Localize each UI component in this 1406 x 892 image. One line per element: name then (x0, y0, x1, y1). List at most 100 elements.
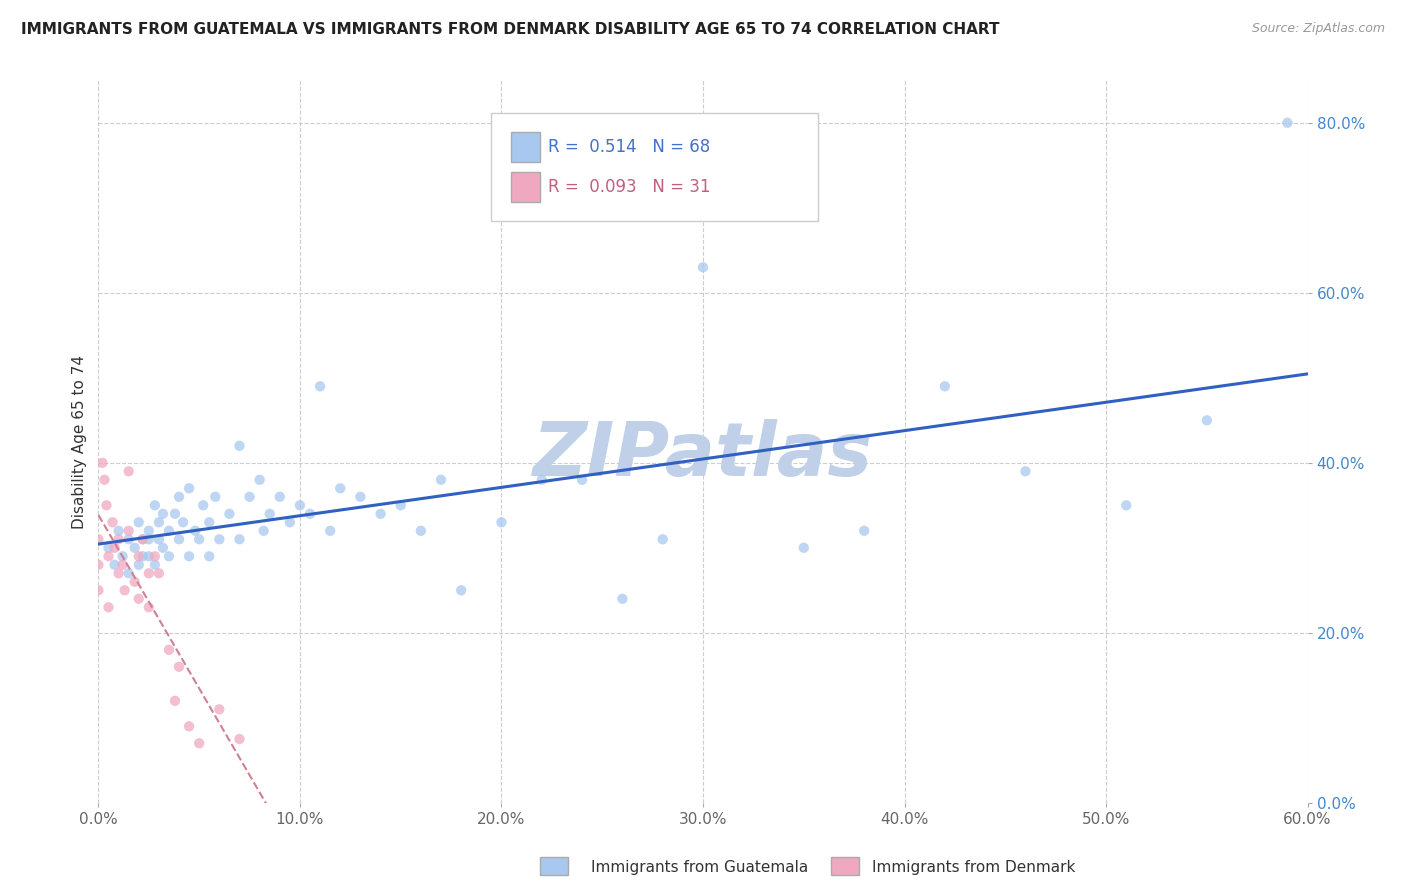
Point (157, 642, 180, 657)
Point (188, 736, 211, 750)
Point (148, 533, 170, 547)
Point (349, 490, 371, 504)
FancyBboxPatch shape (510, 132, 540, 162)
Point (188, 533, 211, 547)
Point (309, 379, 332, 393)
Point (87, 583, 110, 598)
Text: Source: ZipAtlas.com: Source: ZipAtlas.com (1251, 22, 1385, 36)
Point (249, 473, 271, 487)
Point (167, 660, 190, 674)
Point (612, 591, 634, 606)
Point (138, 533, 160, 547)
Y-axis label: Disability Age 65 to 74: Disability Age 65 to 74 (72, 354, 87, 529)
Point (651, 533, 673, 547)
Point (107, 566, 129, 581)
Point (184, 524, 207, 538)
Point (111, 549, 134, 564)
Point (138, 549, 160, 564)
Point (329, 481, 352, 495)
Point (288, 498, 311, 512)
Point (132, 533, 155, 547)
Point (107, 524, 129, 538)
Point (111, 558, 134, 572)
Point (96, 498, 118, 512)
Point (319, 524, 342, 538)
Point (491, 516, 513, 530)
Point (152, 507, 174, 521)
Point (198, 549, 221, 564)
Point (87, 558, 110, 572)
Point (253, 524, 276, 538)
Text: R =  0.514   N = 68: R = 0.514 N = 68 (548, 137, 710, 156)
Point (118, 524, 141, 538)
Point (1115, 498, 1137, 512)
Point (299, 507, 322, 521)
Point (128, 558, 150, 572)
Point (198, 516, 221, 530)
Point (97, 541, 120, 555)
Text: Immigrants from Denmark: Immigrants from Denmark (872, 860, 1076, 874)
Point (228, 533, 250, 547)
Point (128, 516, 150, 530)
Point (132, 549, 155, 564)
Text: ZIPatlas: ZIPatlas (533, 419, 873, 492)
Point (101, 516, 124, 530)
Point (259, 507, 281, 521)
Point (239, 490, 262, 504)
Point (87, 533, 110, 547)
Point (124, 574, 146, 589)
Point (269, 490, 291, 504)
Point (118, 566, 141, 581)
Point (114, 583, 136, 598)
Point (163, 507, 186, 521)
Point (1277, 116, 1299, 130)
Point (167, 490, 190, 504)
Point (692, 260, 714, 275)
Point (124, 541, 146, 555)
Text: R =  0.093   N = 31: R = 0.093 N = 31 (548, 178, 710, 196)
Point (409, 524, 432, 538)
Point (179, 549, 201, 564)
Point (143, 549, 166, 564)
Point (208, 702, 231, 716)
Text: IMMIGRANTS FROM GUATEMALA VS IMMIGRANTS FROM DENMARK DISABILITY AGE 65 TO 74 COR: IMMIGRANTS FROM GUATEMALA VS IMMIGRANTS … (21, 22, 1000, 37)
Point (218, 507, 240, 521)
Point (152, 541, 174, 555)
Point (370, 507, 392, 521)
Point (118, 464, 141, 478)
Point (450, 583, 472, 598)
Point (172, 516, 194, 530)
Point (934, 379, 956, 393)
Point (571, 473, 593, 487)
Point (204, 490, 226, 504)
Point (91, 456, 114, 470)
Point (148, 516, 170, 530)
FancyBboxPatch shape (492, 112, 818, 221)
Point (97, 600, 120, 615)
Point (157, 549, 180, 564)
Point (430, 473, 453, 487)
Point (228, 732, 250, 747)
Point (193, 498, 215, 512)
Point (179, 481, 201, 495)
Point (103, 541, 125, 555)
Point (530, 473, 553, 487)
FancyBboxPatch shape (510, 172, 540, 202)
Point (1195, 413, 1218, 427)
Text: Immigrants from Guatemala: Immigrants from Guatemala (591, 860, 808, 874)
Point (143, 498, 166, 512)
Point (157, 524, 180, 538)
Point (103, 558, 125, 572)
Point (167, 533, 190, 547)
Point (853, 524, 876, 538)
Point (148, 566, 170, 581)
Point (228, 439, 250, 453)
Point (1014, 464, 1036, 478)
Point (278, 516, 301, 530)
Point (138, 600, 160, 615)
Point (793, 541, 815, 555)
Point (138, 566, 160, 581)
Point (179, 719, 201, 733)
Point (118, 533, 141, 547)
Point (93, 473, 115, 487)
